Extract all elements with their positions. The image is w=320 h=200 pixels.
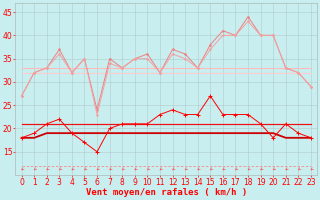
X-axis label: Vent moyen/en rafales ( km/h ): Vent moyen/en rafales ( km/h ) [86,188,247,197]
